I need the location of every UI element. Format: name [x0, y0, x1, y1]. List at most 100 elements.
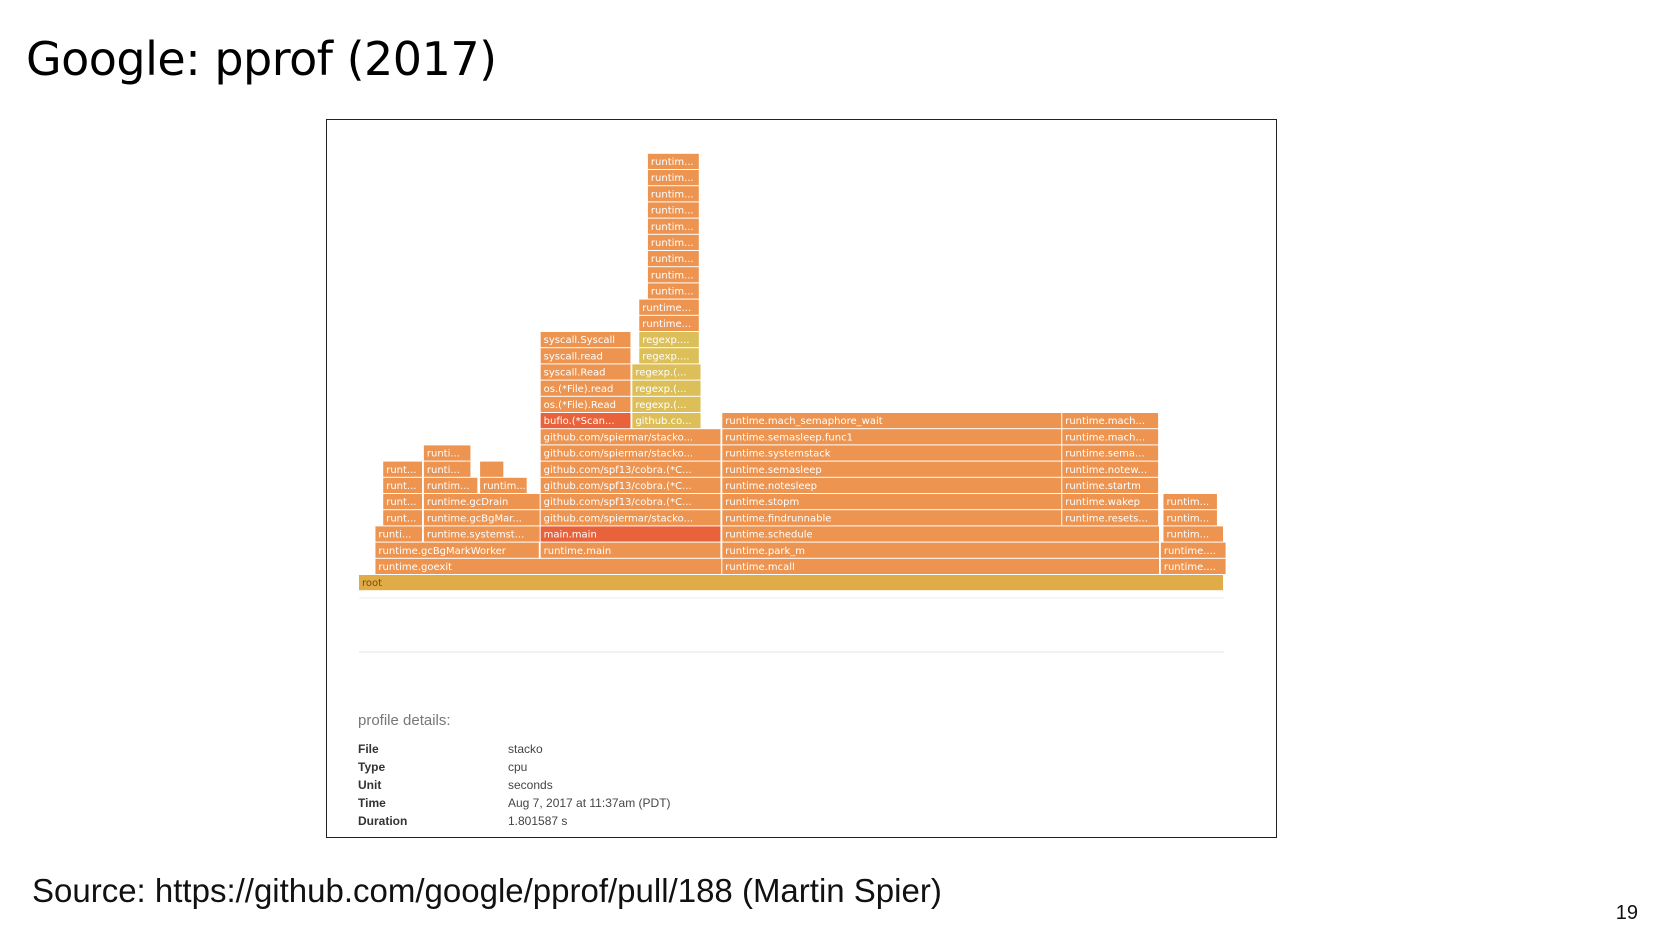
flame-frame[interactable]: runtime.gcBgMarkWorker: [375, 542, 539, 558]
flame-frame[interactable]: runtime.resets...: [1062, 510, 1159, 526]
flame-frame-bar[interactable]: [540, 542, 721, 558]
flame-frame[interactable]: runtime.notew...: [1062, 461, 1159, 477]
flame-frame-bar[interactable]: [540, 445, 721, 461]
flame-frame[interactable]: runtime....: [1160, 558, 1226, 574]
flame-frame-bar[interactable]: [375, 526, 423, 542]
flame-frame[interactable]: [480, 461, 504, 477]
flame-frame-bar[interactable]: [639, 315, 699, 331]
flame-frame[interactable]: runtim...: [647, 251, 699, 267]
flame-frame-bar[interactable]: [722, 429, 1062, 445]
flame-frame[interactable]: runtim...: [647, 283, 699, 299]
flame-frame[interactable]: runt...: [383, 494, 423, 510]
flame-frame-bar[interactable]: [722, 510, 1062, 526]
flame-frame[interactable]: regexp....: [639, 348, 699, 364]
flame-frame-bar[interactable]: [722, 445, 1062, 461]
flame-frame[interactable]: runtim...: [647, 218, 699, 234]
flame-frame-bar[interactable]: [722, 477, 1062, 493]
flame-frame-bar[interactable]: [1163, 510, 1217, 526]
flame-frame-bar[interactable]: [423, 477, 478, 493]
flame-frame-bar[interactable]: [480, 477, 527, 493]
flame-frame[interactable]: regexp.(...: [632, 396, 701, 412]
flame-frame-bar[interactable]: [540, 477, 721, 493]
flame-frame[interactable]: root: [359, 575, 1223, 591]
flame-frame-bar[interactable]: [722, 526, 1159, 542]
flame-frame[interactable]: runtime.findrunnable: [722, 510, 1062, 526]
flame-frame[interactable]: runtime.wakep: [1062, 494, 1159, 510]
flame-frame-bar[interactable]: [632, 413, 701, 429]
flame-frame[interactable]: runtime.mcall: [722, 558, 1159, 574]
flame-frame[interactable]: runtime.gcBgMar...: [423, 510, 540, 526]
flame-frame-bar[interactable]: [722, 413, 1062, 429]
flame-frame[interactable]: runtime.semasleep: [722, 461, 1062, 477]
flame-frame-bar[interactable]: [647, 186, 699, 202]
flame-frame-bar[interactable]: [1062, 510, 1159, 526]
flame-frame[interactable]: github.com/spiermar/stacko...: [540, 510, 721, 526]
flame-frame-bar[interactable]: [540, 510, 721, 526]
flame-frame-bar[interactable]: [639, 348, 699, 364]
flame-frame-bar[interactable]: [632, 364, 701, 380]
flame-frame[interactable]: runtime.mach...: [1062, 429, 1159, 445]
flame-frame[interactable]: runtime.park_m: [722, 542, 1159, 558]
flame-frame[interactable]: runtime...: [639, 315, 699, 331]
flame-frame-bar[interactable]: [1163, 526, 1223, 542]
flame-frame[interactable]: runtime.systemstack: [722, 445, 1062, 461]
flame-frame[interactable]: runtime.mach...: [1062, 413, 1159, 429]
flame-frame-bar[interactable]: [647, 234, 699, 250]
flame-frame-bar[interactable]: [1062, 413, 1159, 429]
flame-frame-bar[interactable]: [647, 170, 699, 186]
flame-frame[interactable]: runtim...: [647, 186, 699, 202]
flame-frame[interactable]: regexp.(...: [632, 364, 701, 380]
flame-frame[interactable]: runt...: [383, 461, 423, 477]
flame-frame[interactable]: runtim...: [1163, 494, 1217, 510]
flame-frame-bar[interactable]: [480, 461, 504, 477]
flame-frame-bar[interactable]: [540, 413, 631, 429]
flame-frame-bar[interactable]: [632, 396, 701, 412]
flame-frame[interactable]: syscall.read: [540, 348, 631, 364]
flame-frame[interactable]: runtime.main: [540, 542, 721, 558]
flame-frame[interactable]: runtime.goexit: [375, 558, 722, 574]
flame-frame[interactable]: runtime.gcDrain: [423, 494, 540, 510]
flame-frame[interactable]: runtim...: [647, 202, 699, 218]
flame-frame[interactable]: syscall.Syscall: [540, 332, 631, 348]
flame-frame[interactable]: runtime.stopm: [722, 494, 1062, 510]
flame-frame[interactable]: bufio.(*Scan...: [540, 413, 631, 429]
flame-frame-bar[interactable]: [540, 380, 631, 396]
flame-frame-bar[interactable]: [647, 202, 699, 218]
flame-frame-bar[interactable]: [1062, 429, 1159, 445]
flame-frame[interactable]: runtim...: [1163, 526, 1223, 542]
flame-frame-bar[interactable]: [1062, 494, 1159, 510]
flame-frame-bar[interactable]: [540, 332, 631, 348]
flame-frame-bar[interactable]: [639, 332, 699, 348]
flame-frame[interactable]: github.com/spf13/cobra.(*C...: [540, 477, 721, 493]
flame-frame-bar[interactable]: [383, 510, 423, 526]
flame-frame-bar[interactable]: [540, 429, 721, 445]
flame-frame-bar[interactable]: [722, 461, 1062, 477]
flame-frame[interactable]: runtime.notesleep: [722, 477, 1062, 493]
flame-frame[interactable]: os.(*File).read: [540, 380, 631, 396]
flame-frame-bar[interactable]: [423, 526, 540, 542]
flame-frame-bar[interactable]: [423, 445, 471, 461]
flame-frame-bar[interactable]: [540, 348, 631, 364]
flame-frame[interactable]: runtime.schedule: [722, 526, 1159, 542]
flame-frame[interactable]: runtim...: [647, 170, 699, 186]
flame-frame-bar[interactable]: [540, 494, 721, 510]
flame-frame-bar[interactable]: [1062, 445, 1159, 461]
flame-frame[interactable]: runtim...: [647, 267, 699, 283]
flame-frame[interactable]: runtime....: [1160, 542, 1226, 558]
flame-frame-bar[interactable]: [540, 364, 631, 380]
flame-frame-bar[interactable]: [383, 461, 423, 477]
flame-frame-bar[interactable]: [1163, 494, 1217, 510]
flame-frame-bar[interactable]: [722, 542, 1159, 558]
flame-frame-bar[interactable]: [359, 575, 1223, 591]
flame-frame[interactable]: runtime.semasleep.func1: [722, 429, 1062, 445]
flame-frame[interactable]: github.com/spf13/cobra.(*C...: [540, 461, 721, 477]
flame-frame-bar[interactable]: [423, 461, 471, 477]
flame-frame[interactable]: github.co...: [632, 413, 701, 429]
flame-frame-bar[interactable]: [639, 299, 699, 315]
flame-frame[interactable]: regexp....: [639, 332, 699, 348]
flame-frame-bar[interactable]: [383, 494, 423, 510]
flame-frame[interactable]: syscall.Read: [540, 364, 631, 380]
flame-frame[interactable]: github.com/spiermar/stacko...: [540, 429, 721, 445]
flame-frame-bar[interactable]: [540, 526, 721, 542]
flame-frame[interactable]: runtim...: [480, 477, 527, 493]
